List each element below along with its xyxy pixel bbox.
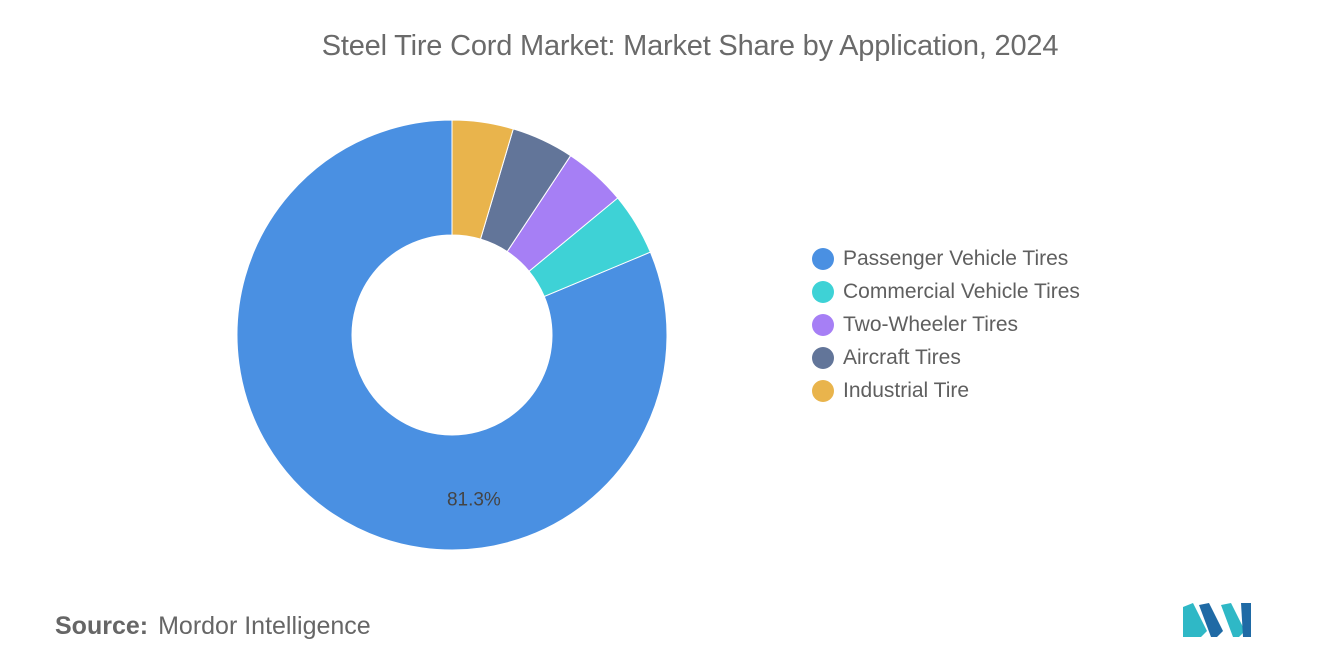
source-value: Mordor Intelligence: [158, 612, 371, 640]
chart-legend: Passenger Vehicle Tires Commercial Vehicl…: [812, 242, 1080, 407]
legend-label: Commercial Vehicle Tires: [843, 279, 1080, 303]
source-note: Source: Mordor Intelligence: [55, 612, 371, 641]
data-label: 81.3%: [447, 490, 501, 511]
legend-swatch: [812, 280, 834, 303]
legend-swatch: [812, 379, 834, 402]
legend-label: Passenger Vehicle Tires: [843, 246, 1069, 270]
donut-slice-industrial-tire: [451, 119, 514, 240]
legend-swatch: [812, 247, 834, 270]
legend-label: Industrial Tire: [843, 378, 970, 402]
legend-swatch: [812, 346, 834, 369]
source-label: Source:: [55, 612, 149, 640]
legend-item: Passenger Vehicle Tires: [812, 242, 1080, 275]
donut-slice-passenger-vehicle-tires: [236, 119, 668, 551]
legend-item: Industrial Tire: [812, 374, 1080, 407]
legend-label: Aircraft Tires: [843, 345, 961, 369]
chart-title: Steel Tire Cord Market: Market Share by …: [321, 30, 1059, 62]
mordor-intelligence-logo-icon: [1183, 603, 1251, 637]
legend-item: Commercial Vehicle Tires: [812, 275, 1080, 308]
legend-item: Aircraft Tires: [812, 341, 1080, 374]
legend-swatch: [812, 313, 834, 336]
legend-item: Two-Wheeler Tires: [812, 308, 1080, 341]
legend-label: Two-Wheeler Tires: [843, 312, 1019, 336]
